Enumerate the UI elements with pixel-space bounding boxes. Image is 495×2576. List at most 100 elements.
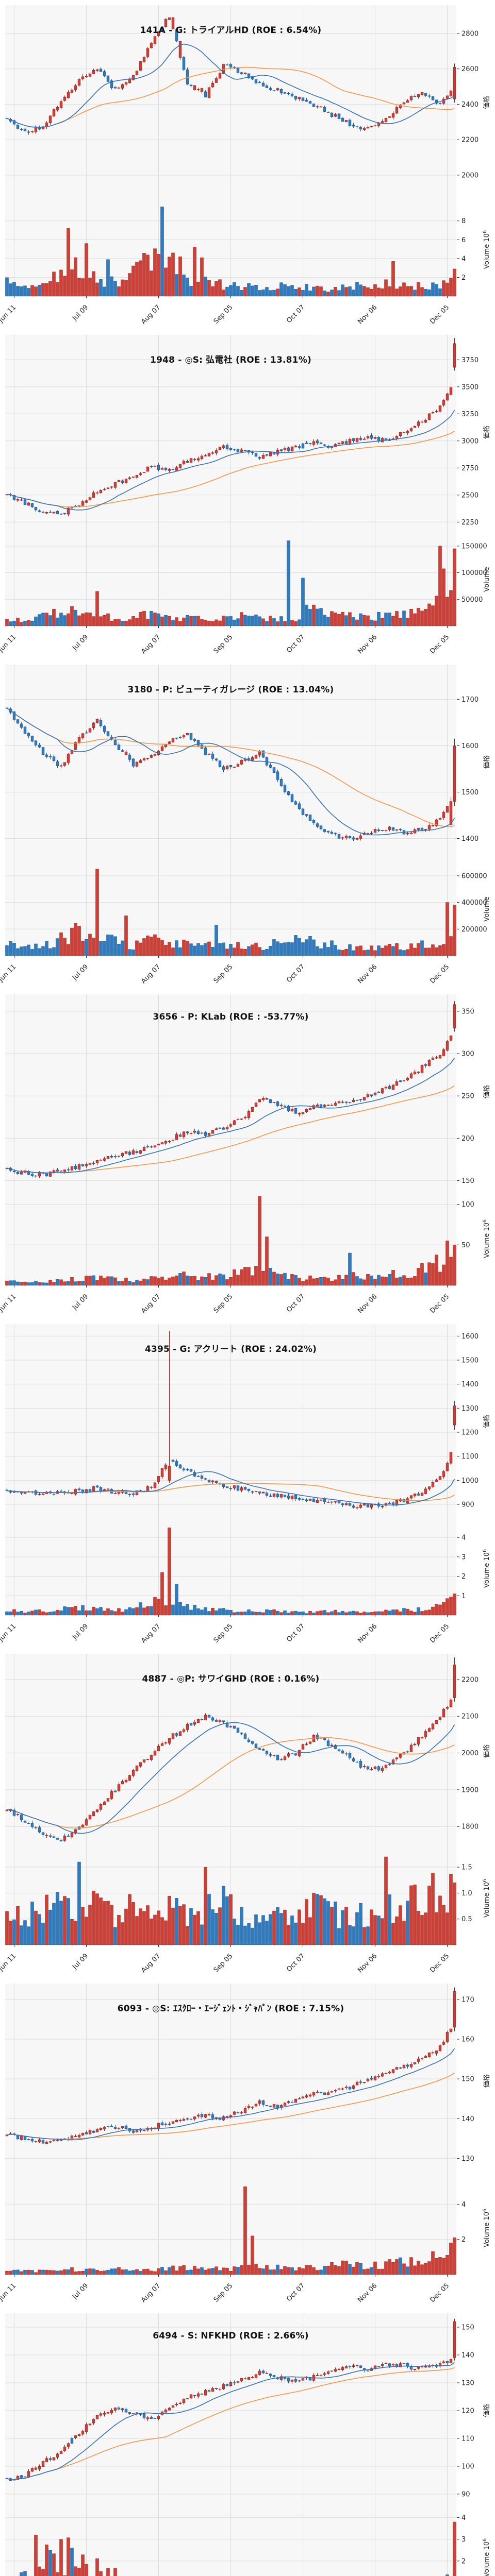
svg-text:2: 2	[461, 2236, 466, 2244]
svg-text:4: 4	[461, 255, 466, 263]
svg-text:3: 3	[461, 2536, 466, 2544]
svg-text:2400: 2400	[461, 101, 478, 109]
svg-text:100: 100	[461, 2463, 474, 2471]
svg-text:価格: 価格	[483, 426, 491, 439]
stock-chart-1948-kodensha: 1948 - ◎S: 弘電社 (ROE : 13.81%) 2250 2500 27…	[0, 330, 495, 659]
svg-text:価格: 価格	[483, 2074, 491, 2088]
stock-chart-3656-klab: 3656 - P: KLab (ROE : -53.77%) 150 200 250…	[0, 989, 495, 1319]
svg-text:3: 3	[461, 1553, 466, 1561]
svg-text:4: 4	[461, 1534, 466, 1542]
svg-text:1800: 1800	[461, 1823, 478, 1831]
svg-text:0.5: 0.5	[461, 1916, 472, 1923]
svg-text:Volume 106: Volume 106	[482, 1879, 491, 1918]
svg-text:130: 130	[461, 2380, 474, 2387]
svg-text:8: 8	[461, 217, 466, 225]
svg-text:Volume 106: Volume 106	[482, 2538, 491, 2576]
svg-text:250: 250	[461, 1093, 474, 1100]
svg-text:120: 120	[461, 2408, 474, 2415]
svg-text:100: 100	[461, 1201, 474, 1209]
svg-text:2600: 2600	[461, 65, 478, 73]
svg-text:3500: 3500	[461, 383, 478, 391]
svg-text:400000: 400000	[461, 899, 487, 907]
svg-text:1: 1	[461, 1592, 466, 1600]
svg-text:2200: 2200	[461, 1676, 478, 1684]
svg-text:1100: 1100	[461, 1453, 478, 1461]
svg-text:150000: 150000	[461, 543, 487, 550]
svg-text:6: 6	[461, 236, 466, 244]
svg-text:1200: 1200	[461, 1429, 478, 1437]
svg-text:1300: 1300	[461, 1405, 478, 1413]
svg-text:価格: 価格	[483, 1415, 491, 1428]
svg-text:2250: 2250	[461, 519, 478, 527]
svg-text:2000: 2000	[461, 1750, 478, 1757]
svg-text:2800: 2800	[461, 30, 478, 38]
svg-text:3750: 3750	[461, 357, 478, 364]
svg-text:1600: 1600	[461, 1333, 478, 1341]
svg-text:300: 300	[461, 1050, 474, 1058]
svg-text:2200: 2200	[461, 137, 478, 144]
svg-text:2: 2	[461, 2557, 466, 2565]
svg-text:900: 900	[461, 1501, 474, 1509]
svg-text:1700: 1700	[461, 696, 478, 704]
svg-text:140: 140	[461, 2115, 474, 2123]
candlestick-volume-canvas: 90100110120130140150価格1234Volume 106Jun …	[0, 2308, 495, 2576]
svg-text:170: 170	[461, 1996, 474, 2004]
svg-text:150: 150	[461, 2076, 474, 2083]
svg-text:価格: 価格	[483, 755, 491, 769]
svg-text:50000: 50000	[461, 596, 483, 604]
stock-chart-6494-nfkhd: 6494 - S: NFKHD (ROE : 2.66%) 90 100 110 12…	[0, 2308, 495, 2576]
svg-text:140: 140	[461, 2352, 474, 2360]
svg-text:4: 4	[461, 2514, 466, 2522]
stock-chart-6093-escrow-agent-japan: 6093 - ◎S: ｴｽｸﾛｰ・ｴｰｼﾞｪﾝﾄ・ｼﾞｬﾊﾟﾝ (ROE : 7…	[0, 1978, 495, 2308]
stock-chart-141A-trial-hd: 141A - G: トライアルHD (ROE : 6.54%) 2000 2200…	[0, 0, 495, 330]
stock-chart-4887-sawai-ghd: 4887 - ◎P: サワイGHD (ROE : 0.16%) 1800 1900…	[0, 1649, 495, 1978]
svg-text:1500: 1500	[461, 1357, 478, 1365]
candlestick-volume-canvas: 2250 2500 2750 3000 3250 3500 3750 価格 50000 10000…	[0, 330, 495, 659]
svg-text:1500: 1500	[461, 789, 478, 796]
svg-text:90: 90	[461, 2491, 470, 2499]
svg-text:3000: 3000	[461, 437, 478, 445]
svg-text:1400: 1400	[461, 1381, 478, 1388]
svg-text:3250: 3250	[461, 411, 478, 418]
svg-text:200000: 200000	[461, 926, 487, 934]
svg-text:2000: 2000	[461, 172, 478, 179]
svg-text:150: 150	[461, 1177, 474, 1185]
svg-text:1600: 1600	[461, 742, 478, 750]
svg-text:4: 4	[461, 2201, 466, 2209]
svg-text:Volume: Volume	[483, 567, 491, 591]
svg-text:150: 150	[461, 2324, 474, 2332]
svg-text:100000: 100000	[461, 569, 487, 577]
svg-text:Volume 106: Volume 106	[482, 1549, 491, 1588]
svg-text:110: 110	[461, 2435, 474, 2443]
candlestick-volume-canvas: 1400 1500 1600 1700 価格 200000 400000 600000 Volu…	[0, 659, 495, 989]
svg-text:1.5: 1.5	[461, 1864, 472, 1872]
svg-text:160: 160	[461, 2036, 474, 2044]
svg-text:価格: 価格	[483, 1744, 491, 1758]
stock-chart-3180-beauty-garage: 3180 - P: ビューティガレージ (ROE : 13.04%) 1400 1…	[0, 659, 495, 989]
svg-text:2100: 2100	[461, 1713, 478, 1721]
svg-text:350: 350	[461, 1008, 474, 1015]
svg-text:2: 2	[461, 274, 466, 282]
svg-text:Volume 106: Volume 106	[482, 230, 491, 269]
svg-text:1.0: 1.0	[461, 1890, 472, 1897]
svg-text:50: 50	[461, 1242, 470, 1249]
svg-text:130: 130	[461, 2155, 474, 2163]
svg-text:価格: 価格	[483, 96, 491, 109]
svg-text:Volume 106: Volume 106	[482, 1219, 491, 1258]
svg-text:価格: 価格	[483, 1085, 491, 1098]
svg-text:1400: 1400	[461, 835, 478, 843]
svg-text:価格: 価格	[483, 2404, 491, 2417]
candlestick-volume-canvas: 900 1000 1100 1200 1300 1400 1500 1600 価格 1 2 3 4 Vol…	[0, 1319, 495, 1649]
svg-text:1000: 1000	[461, 1477, 478, 1485]
stock-chart-4395-accrete: 4395 - G: アクリート (ROE : 24.02%) 900 1000 11…	[0, 1319, 495, 1649]
svg-text:2: 2	[461, 1573, 466, 1581]
svg-text:1900: 1900	[461, 1786, 478, 1794]
svg-text:2500: 2500	[461, 492, 478, 499]
svg-text:Volume 106: Volume 106	[482, 2209, 491, 2247]
svg-text:200: 200	[461, 1135, 474, 1143]
svg-text:600000: 600000	[461, 872, 487, 880]
svg-text:Volume: Volume	[483, 896, 491, 921]
